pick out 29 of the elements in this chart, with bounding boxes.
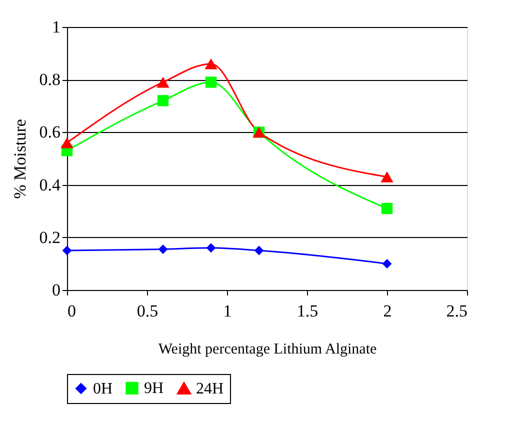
point <box>158 244 168 254</box>
y-tick-label: 0 <box>52 280 60 300</box>
y-tick-label: 0.2 <box>39 228 60 247</box>
point <box>205 76 217 88</box>
legend-label: 9H <box>144 380 164 398</box>
x-tick-label: 0.5 <box>136 302 158 320</box>
legend-label: 0H <box>93 380 113 398</box>
x-axis-title: Weight percentage Lithium Alginate <box>158 342 377 358</box>
point <box>381 202 393 214</box>
y-tick-label: 1 <box>52 18 60 36</box>
y-tick-label: 0.4 <box>39 175 61 194</box>
point <box>206 243 216 253</box>
point <box>157 95 169 106</box>
x-tick-label: 2 <box>383 302 392 320</box>
point <box>204 58 218 70</box>
y-axis-title: % Moisture <box>10 119 30 199</box>
x-tick-label: 1.5 <box>296 302 318 320</box>
x-tick-label: 2.5 <box>446 302 468 320</box>
x-tick-label: 1 <box>223 302 232 320</box>
y-tick-label: 0.6 <box>39 122 60 142</box>
point <box>254 246 264 256</box>
point <box>382 258 392 268</box>
point <box>156 76 170 88</box>
y-tick-label: 0.8 <box>39 70 60 90</box>
point <box>60 137 74 148</box>
point <box>380 171 394 182</box>
point <box>62 246 72 256</box>
x-tick-label: 0 <box>68 302 76 320</box>
legend-label: 24H <box>196 380 224 398</box>
